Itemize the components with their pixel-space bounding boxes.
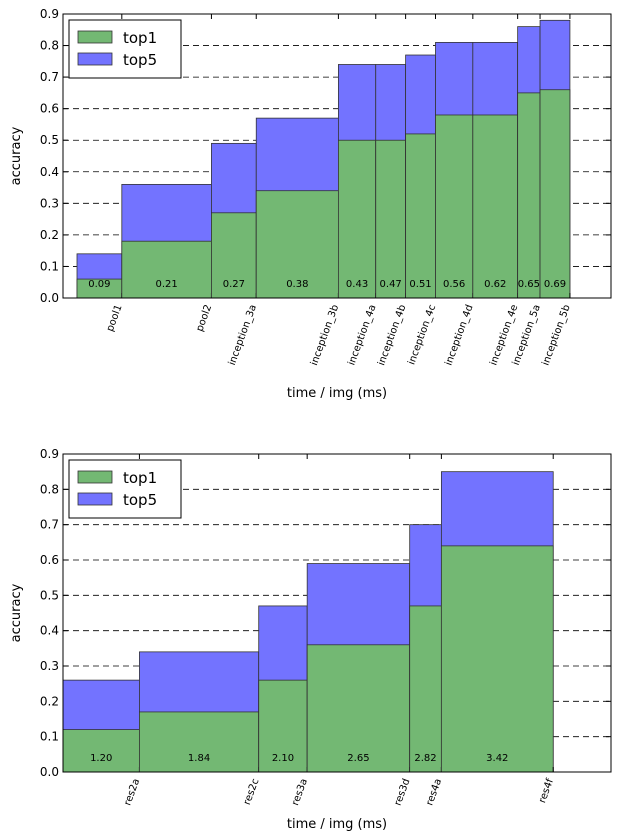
bar-time-label: 0.69: [544, 279, 566, 290]
bar-top1: [409, 605, 442, 773]
bar-top1: [472, 114, 519, 299]
x-category-label: inception_4d: [443, 303, 475, 367]
bar-top1: [255, 190, 339, 299]
x-category-label: pool1: [105, 303, 125, 333]
bar-time-label: 0.62: [484, 279, 506, 290]
y-tick-label: 0.6: [40, 102, 59, 116]
y-tick-label: 0.1: [40, 259, 59, 273]
bar-top1: [62, 729, 140, 773]
chart-1: 0.0 0.1 0.2 0.3 0.4 0.5 0.6 0.7 0.8 0.9 0.09 pool1 0…: [9, 7, 612, 401]
x-category-label: inception_5b: [541, 303, 573, 367]
y-tick-label: 0.4: [40, 624, 59, 638]
legend-label: top1: [123, 29, 157, 47]
y-tick-label: 0.3: [40, 196, 59, 210]
legend-label: top5: [123, 51, 157, 69]
x-category-label: inception_4b: [376, 303, 408, 367]
plot-frame: [62, 13, 612, 299]
bar-time-label: 1.20: [90, 753, 112, 764]
bar-top1: [539, 89, 571, 299]
legend-swatch-top1: [77, 470, 113, 484]
chart-2: 0.0 0.1 0.2 0.3 0.4 0.5 0.6 0.7 0.8 0.9 1.20 res2a 1…: [9, 447, 612, 832]
bar-top1: [405, 133, 436, 299]
bar-time-label: 0.65: [518, 279, 540, 290]
bar-time-label: 0.56: [443, 279, 465, 290]
bar-top1: [440, 545, 554, 773]
bar-time-label: 2.65: [347, 753, 369, 764]
x-category-label: pool2: [194, 303, 214, 333]
x-axis-title: time / img (ms): [287, 817, 387, 832]
bar-time-label: 0.38: [286, 279, 308, 290]
y-tick-label: 0.8: [40, 482, 59, 496]
x-category-label: res2c: [242, 777, 262, 806]
plot-frame: [62, 453, 612, 773]
y-tick-label: 0.8: [40, 39, 59, 53]
y-tick-label: 0.5: [40, 588, 59, 602]
y-tick-label: 0.1: [40, 730, 59, 744]
x-category-label: res3a: [290, 777, 310, 807]
bar-time-label: 2.82: [414, 753, 436, 764]
y-tick-label: 0.0: [40, 765, 59, 779]
x-category-label: res4a: [424, 777, 444, 807]
bar-time-label: 0.27: [223, 279, 245, 290]
legend-box: [68, 19, 182, 79]
bar-top1: [258, 679, 308, 773]
bar-time-label: 0.51: [409, 279, 431, 290]
y-tick-label: 0.0: [40, 291, 59, 305]
bar-time-label: 3.42: [486, 753, 508, 764]
y-tick-label: 0.7: [40, 70, 59, 84]
bar-time-label: 0.21: [155, 279, 177, 290]
y-tick-label: 0.5: [40, 133, 59, 147]
bar-time-label: 0.09: [88, 279, 110, 290]
bar-top1: [517, 92, 541, 299]
legend-label: top5: [123, 491, 157, 509]
legend: top1 top5: [68, 459, 182, 519]
x-category-label: inception_3b: [309, 303, 341, 367]
y-tick-label: 0.9: [40, 7, 59, 21]
x-axis-title: time / img (ms): [287, 386, 387, 401]
bar-time-label: 1.84: [188, 753, 210, 764]
y-tick-label: 0.2: [40, 694, 59, 708]
legend-swatch-top1: [77, 30, 113, 44]
bar-time-label: 0.43: [346, 279, 368, 290]
x-category-label: res2a: [122, 777, 142, 807]
y-tick-label: 0.6: [40, 553, 59, 567]
bar-top1: [375, 139, 407, 299]
legend-label: top1: [123, 469, 157, 487]
bar-time-label: 2.10: [272, 753, 294, 764]
bar-top1: [121, 240, 212, 299]
bar-top1: [211, 212, 257, 299]
x-category-label: res3d: [393, 777, 413, 807]
y-tick-label: 0.3: [40, 659, 59, 673]
x-category-label: inception_4c: [406, 303, 438, 366]
legend-box: [68, 459, 182, 519]
y-tick-label: 0.9: [40, 447, 59, 461]
legend-swatch-top5: [77, 52, 113, 66]
y-tick-label: 0.2: [40, 228, 59, 242]
legend-swatch-top5: [77, 492, 113, 506]
bar-top1: [337, 139, 377, 299]
y-axis-title: accuracy: [9, 126, 24, 185]
x-category-label: inception_3a: [227, 303, 259, 367]
legend: top1 top5: [68, 19, 182, 79]
y-tick-label: 0.7: [40, 518, 59, 532]
y-axis-title: accuracy: [9, 583, 24, 642]
x-category-label: inception_4a: [346, 303, 378, 367]
bar-top1: [435, 114, 474, 299]
bar-time-label: 0.47: [380, 279, 402, 290]
y-tick-label: 0.4: [40, 165, 59, 179]
x-category-label: res4f: [537, 777, 556, 805]
